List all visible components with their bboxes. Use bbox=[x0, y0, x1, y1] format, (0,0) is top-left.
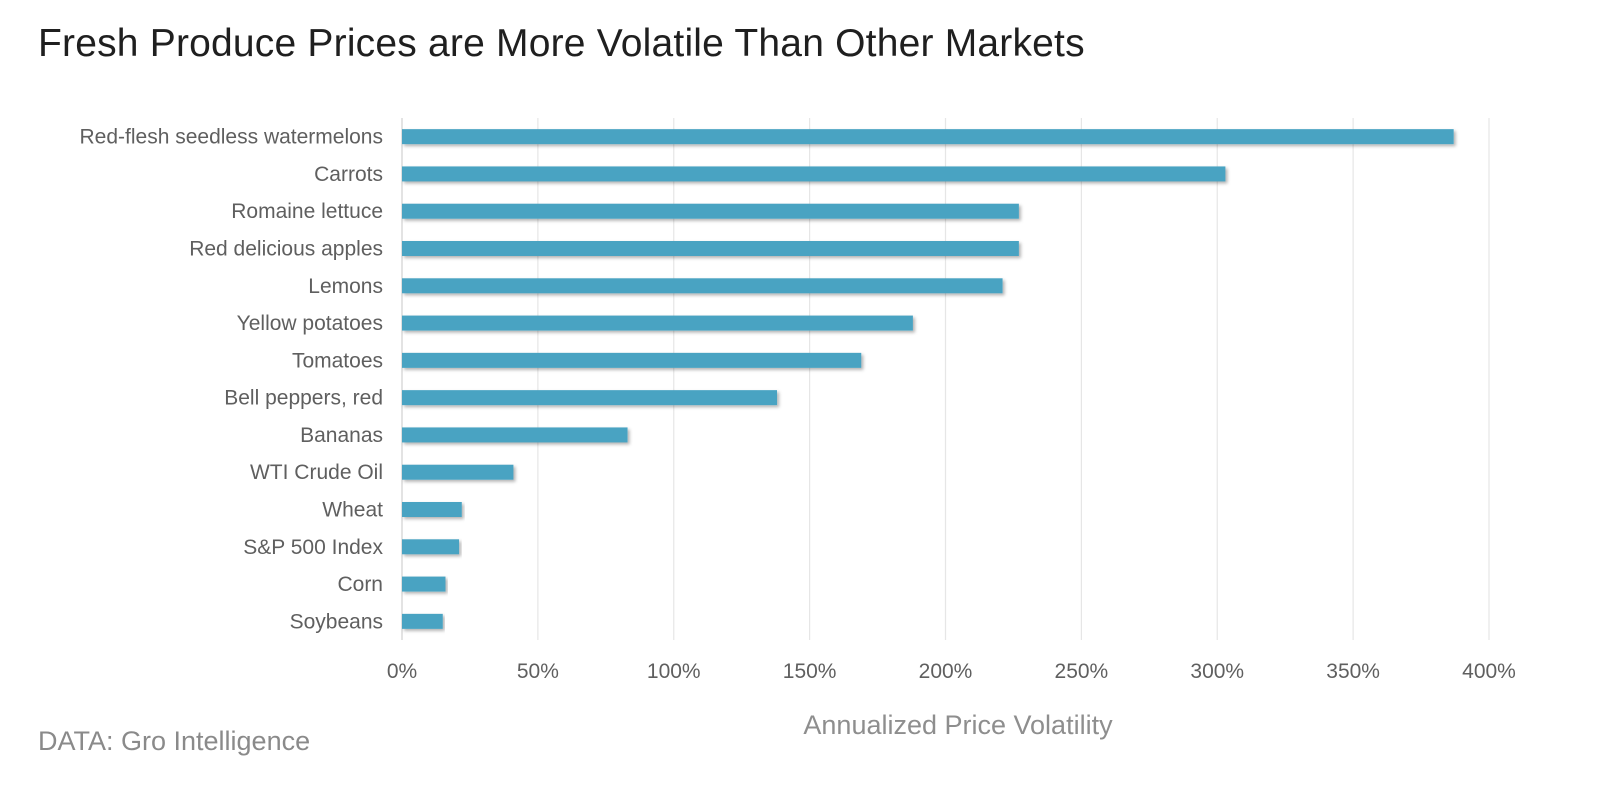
category-label: Red delicious apples bbox=[189, 238, 383, 261]
x-tick-label: 0% bbox=[387, 660, 417, 683]
bar bbox=[402, 502, 462, 517]
x-tick-label: 350% bbox=[1326, 660, 1380, 683]
category-label: Bell peppers, red bbox=[224, 387, 383, 410]
bar bbox=[402, 352, 862, 368]
bar bbox=[402, 613, 443, 629]
bar bbox=[402, 315, 913, 331]
bar bbox=[402, 390, 778, 406]
bar bbox=[402, 203, 1019, 219]
x-tick-label: 100% bbox=[647, 660, 701, 683]
category-label: Yellow potatoes bbox=[237, 312, 383, 335]
x-tick-label: 150% bbox=[783, 660, 837, 683]
bar bbox=[402, 129, 1454, 145]
category-label: Romaine lettuce bbox=[231, 200, 383, 223]
category-label: S&P 500 Index bbox=[243, 536, 383, 559]
category-label: Corn bbox=[337, 573, 383, 596]
x-axis-label: Annualized Price Volatility bbox=[803, 710, 1113, 740]
bar bbox=[402, 241, 1019, 256]
x-tick-label: 200% bbox=[919, 660, 973, 683]
category-label: Bananas bbox=[300, 424, 383, 447]
bar bbox=[402, 427, 628, 443]
category-label: Wheat bbox=[322, 499, 383, 522]
bar bbox=[402, 166, 1226, 182]
x-tick-label: 50% bbox=[517, 660, 559, 683]
bar bbox=[402, 576, 446, 592]
category-label: WTI Crude Oil bbox=[250, 461, 383, 484]
bar bbox=[402, 278, 1003, 294]
category-label: Lemons bbox=[308, 275, 383, 298]
x-tick-label: 400% bbox=[1462, 660, 1516, 683]
chart-title: Fresh Produce Prices are More Volatile T… bbox=[38, 22, 1085, 65]
x-tick-label: 250% bbox=[1055, 660, 1109, 683]
data-source: DATA: Gro Intelligence bbox=[38, 726, 311, 756]
category-label: Carrots bbox=[314, 163, 383, 186]
bar bbox=[402, 539, 460, 555]
category-label: Tomatoes bbox=[292, 349, 383, 372]
x-tick-label: 300% bbox=[1190, 660, 1244, 683]
category-label: Red-flesh seedless watermelons bbox=[80, 126, 383, 149]
category-label: Soybeans bbox=[290, 610, 383, 633]
bar bbox=[402, 464, 514, 480]
